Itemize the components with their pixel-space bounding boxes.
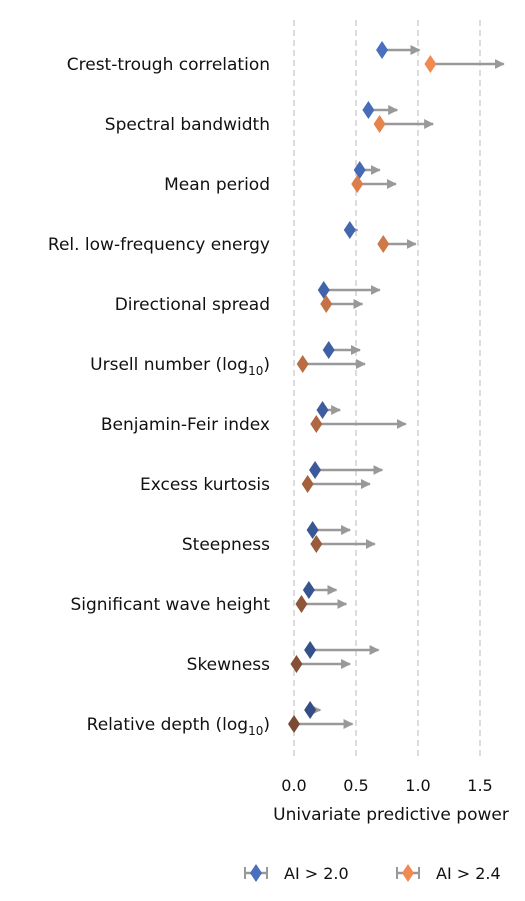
category-label: Spectral bandwidth (105, 115, 270, 135)
category-label: Relative depth (log10) (87, 715, 270, 738)
diamond-ai-2-4 (373, 115, 386, 133)
diamond-ai-2-4 (296, 355, 309, 373)
diamond-ai-2-0 (306, 521, 319, 539)
legend-diamond (250, 864, 262, 882)
diamond-ai-2-4 (295, 595, 308, 613)
legend-label: AI > 2.0 (284, 864, 349, 883)
legend-diamond (402, 864, 414, 882)
diamond-ai-2-4 (310, 535, 323, 553)
x-axis-title: Univariate predictive power (273, 805, 509, 825)
category-label: Excess kurtosis (140, 475, 270, 495)
diamond-ai-2-0 (362, 101, 375, 119)
category-label: Ursell number (log10) (90, 355, 270, 378)
category-label: Skewness (187, 655, 270, 675)
diamond-ai-2-0 (376, 41, 389, 59)
legend-item-ai-2-4: AI > 2.4 (396, 864, 501, 883)
chart-marks (288, 41, 505, 733)
diamond-ai-2-0 (317, 281, 330, 299)
diamond-ai-2-4 (377, 235, 390, 253)
x-tick-label: 0.0 (281, 776, 306, 795)
diamond-ai-2-4 (290, 655, 303, 673)
diamond-ai-2-4 (310, 415, 323, 433)
x-tick-label: 1.5 (467, 776, 492, 795)
diamond-ai-2-0 (316, 401, 329, 419)
category-label: Rel. low-frequency energy (48, 235, 270, 255)
diamond-ai-2-4 (301, 475, 314, 493)
diamond-ai-2-0 (302, 581, 315, 599)
category-label: Steepness (182, 535, 270, 555)
legend-label: AI > 2.4 (436, 864, 501, 883)
category-label: Benjamin-Feir index (101, 415, 270, 435)
diamond-ai-2-4 (424, 55, 437, 73)
grid-lines (293, 20, 481, 760)
category-labels: Crest-trough correlation Spectral bandwid… (48, 55, 270, 738)
diamond-ai-2-4 (320, 295, 333, 313)
category-label: Crest-trough correlation (67, 55, 270, 75)
category-label: Mean period (164, 175, 270, 195)
diamond-ai-2-0 (322, 341, 335, 359)
x-tick-label: 1.0 (405, 776, 430, 795)
legend-item-ai-2-0: AI > 2.0 (244, 864, 349, 883)
diamond-ai-2-4 (351, 175, 364, 193)
diamond-ai-2-4 (288, 715, 300, 733)
legend: AI > 2.0 AI > 2.4 (244, 864, 501, 883)
x-tick-label: 0.5 (343, 776, 368, 795)
diamond-ai-2-0 (304, 641, 317, 659)
category-label: Directional spread (115, 295, 270, 315)
diamond-ai-2-0 (343, 221, 356, 239)
x-axis-ticks: 0.0 0.5 1.0 1.5 (281, 776, 492, 795)
diamond-ai-2-0 (353, 161, 366, 179)
category-label: Significant wave height (70, 595, 270, 615)
diamond-ai-2-0 (304, 701, 317, 719)
diamond-ai-2-0 (309, 461, 322, 479)
